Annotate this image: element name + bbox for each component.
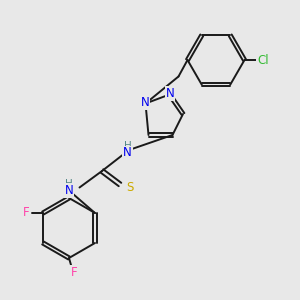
Text: N: N bbox=[123, 146, 132, 160]
Text: N: N bbox=[166, 87, 175, 101]
Text: F: F bbox=[71, 266, 78, 279]
Text: S: S bbox=[126, 181, 133, 194]
Text: N: N bbox=[64, 184, 74, 197]
Text: H: H bbox=[124, 141, 131, 152]
Text: Cl: Cl bbox=[257, 53, 269, 67]
Text: N: N bbox=[140, 96, 149, 110]
Text: F: F bbox=[23, 206, 29, 220]
Text: H: H bbox=[65, 179, 73, 189]
